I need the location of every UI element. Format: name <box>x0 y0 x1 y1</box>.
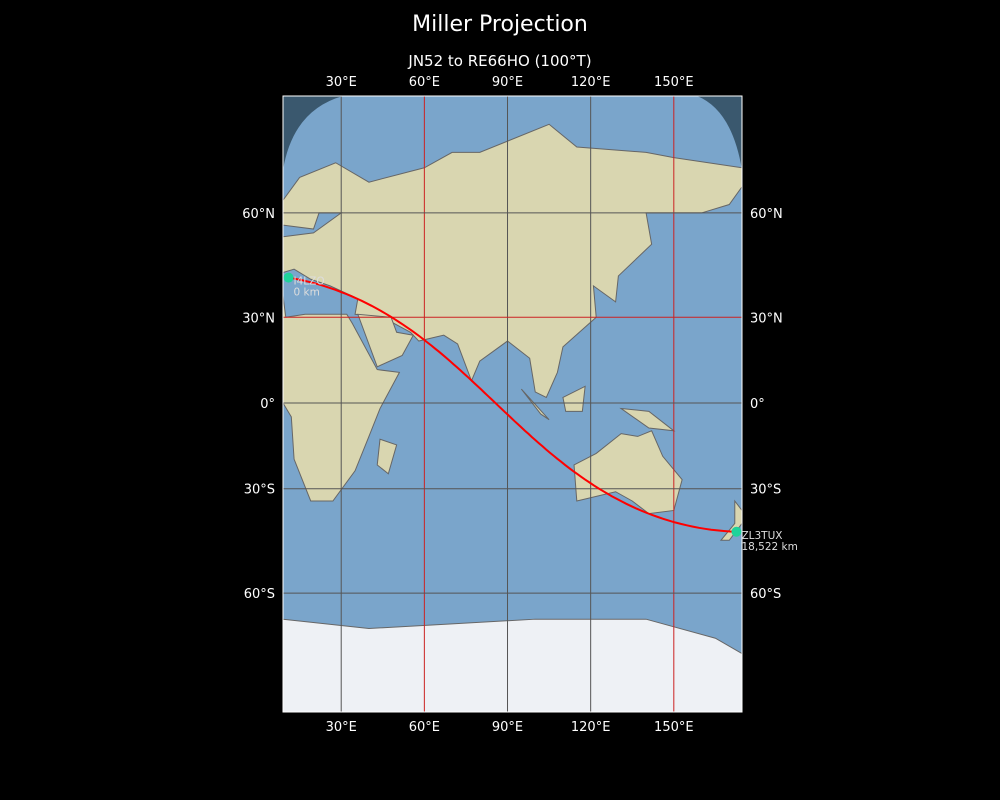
map-frame <box>282 95 743 713</box>
lon-tick-top: 90°E <box>492 75 523 90</box>
lat-tick-left: 30°S <box>244 483 275 498</box>
lat-tick-left: 60°S <box>244 587 275 602</box>
lon-tick-bottom: 60°E <box>409 720 440 735</box>
lon-tick-bottom: 120°E <box>571 720 611 735</box>
station-distance: 18,522 km <box>741 541 797 553</box>
lat-tick-right: 60°S <box>750 587 781 602</box>
land-madagascar <box>376 438 398 475</box>
lon-tick-bottom: 90°E <box>492 720 523 735</box>
night-shade-left <box>283 96 343 170</box>
great-circle-path <box>288 276 737 533</box>
lat-tick-right: 30°S <box>750 483 781 498</box>
land-australia <box>573 430 683 515</box>
lon-tick-top: 150°E <box>654 75 694 90</box>
land-new-zealand <box>719 499 742 541</box>
lat-tick-right: 60°N <box>750 207 783 222</box>
station-callsign: ZL3TUX <box>741 530 782 542</box>
station-marker <box>731 526 742 537</box>
lon-tick-top: 120°E <box>571 75 611 90</box>
lon-tick-bottom: 150°E <box>654 720 694 735</box>
land-borneo <box>562 385 586 412</box>
land-antarctica <box>283 618 742 712</box>
night-shade-right <box>697 96 742 170</box>
lat-tick-left: 30°N <box>242 311 275 326</box>
map-subtitle: JN52 to RE66HO (100°T) <box>408 52 592 70</box>
lon-tick-bottom: 30°E <box>326 720 357 735</box>
station-callsign: I4LZO <box>294 276 325 288</box>
lat-tick-right: 0° <box>750 397 765 412</box>
lat-tick-left: 0° <box>260 397 275 412</box>
station-distance: 0 km <box>294 287 320 299</box>
land-sumatra <box>520 388 550 421</box>
land-eurasia <box>283 123 742 399</box>
figure-title: Miller Projection <box>412 12 588 37</box>
map-area <box>283 96 742 712</box>
lon-tick-top: 60°E <box>409 75 440 90</box>
lat-tick-left: 60°N <box>242 207 275 222</box>
lat-tick-right: 30°N <box>750 311 783 326</box>
station-marker <box>283 272 294 283</box>
lon-tick-top: 30°E <box>326 75 357 90</box>
